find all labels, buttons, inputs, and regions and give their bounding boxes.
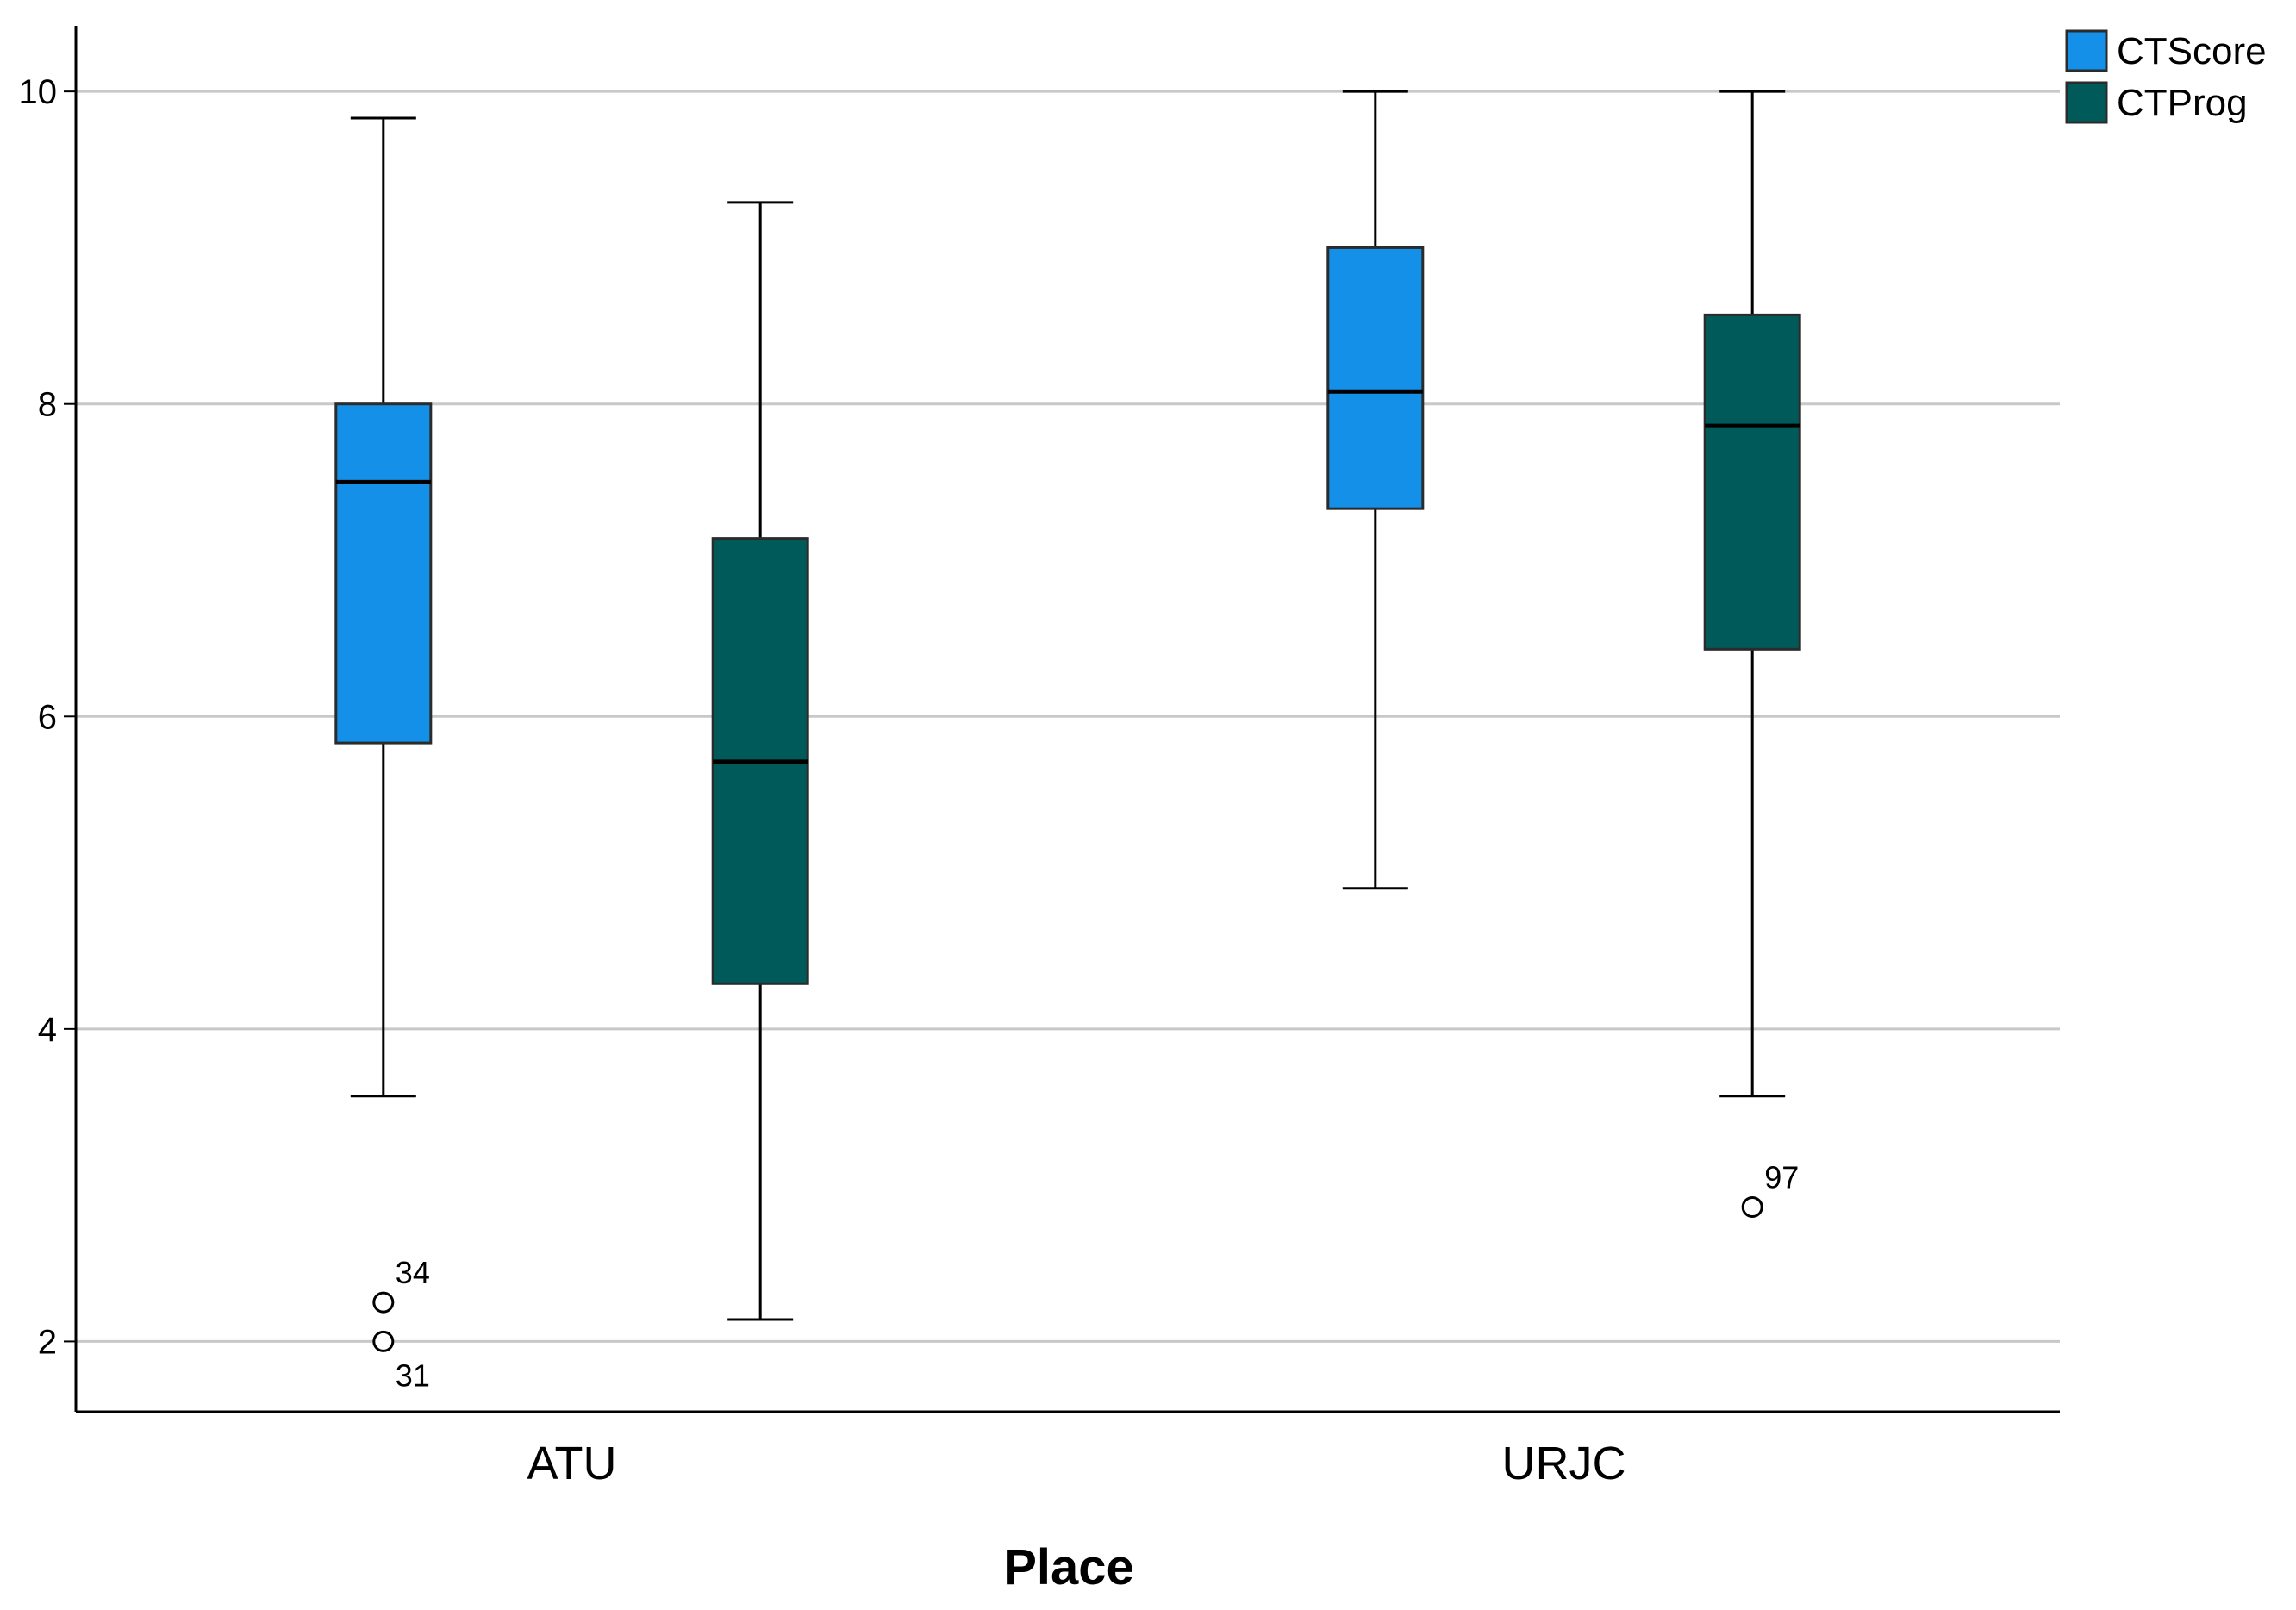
y-tick-label-4: 4 — [38, 1011, 57, 1049]
x-category-label-urjc: URJC — [1502, 1438, 1626, 1489]
outlier-label-97: 97 — [1764, 1160, 1799, 1195]
box-body-ctprog-urjc — [1703, 313, 1801, 651]
y-tick-label-2: 2 — [38, 1323, 57, 1361]
outlier-label-34: 34 — [396, 1255, 430, 1290]
outlier-label-31: 31 — [396, 1357, 430, 1393]
legend-swatch-ctprog — [2065, 81, 2108, 124]
axes: 2 4 6 8 10 ATU URJC — [19, 26, 2060, 1489]
box-ctscore-urjc — [1326, 90, 1425, 890]
legend: CTScore CTProg — [2065, 29, 2267, 124]
outlier-point-97 — [1741, 1196, 1763, 1219]
legend-label-ctprog: CTProg — [2117, 82, 2248, 124]
outliers: 34 31 97 — [372, 1160, 1799, 1393]
legend-label-ctscore: CTScore — [2117, 30, 2267, 72]
box-body-ctscore-urjc — [1326, 246, 1425, 510]
boxes — [334, 90, 1801, 1321]
x-axis-title: Place — [1003, 1539, 1134, 1595]
y-tick-label-10: 10 — [19, 73, 58, 111]
y-tick-label-6: 6 — [38, 698, 57, 736]
legend-swatch-ctscore — [2065, 29, 2108, 72]
box-ctscore-atu — [334, 116, 433, 1098]
box-body-ctscore-atu — [334, 402, 433, 745]
box-ctprog-atu — [711, 201, 809, 1321]
box-ctprog-urjc — [1703, 90, 1801, 1098]
x-category-label-atu: ATU — [527, 1438, 617, 1489]
y-tick-label-8: 8 — [38, 386, 57, 424]
outlier-point-34 — [372, 1291, 395, 1314]
outlier-point-31 — [372, 1330, 395, 1352]
